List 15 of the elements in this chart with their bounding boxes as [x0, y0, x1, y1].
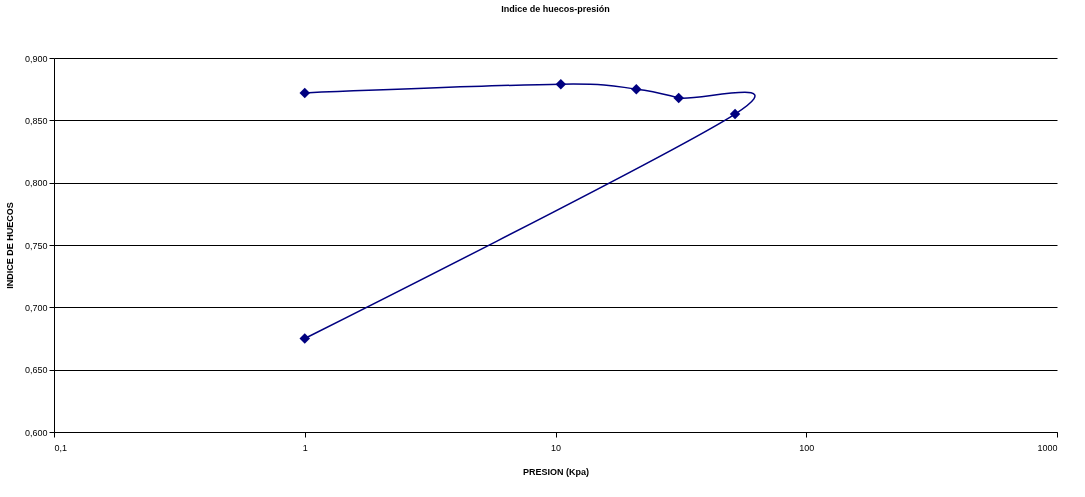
- chart-title: Indice de huecos-presión: [501, 4, 610, 14]
- x-tick-label: 1: [302, 442, 308, 453]
- y-axis-title: INDICE DE HUECOS: [4, 202, 15, 289]
- x-tick-label: 1000: [1037, 442, 1058, 453]
- y-tick-label: 0,850: [24, 115, 48, 126]
- x-tick-label: 10: [550, 442, 562, 453]
- y-tick-label: 0,600: [24, 427, 48, 438]
- y-tick-label: 0,650: [24, 365, 48, 376]
- x-axis-title: PRESION (Kpa): [522, 466, 590, 477]
- y-tick-label: 0,750: [24, 240, 48, 251]
- y-tick-label: 0,700: [24, 302, 48, 313]
- y-tick-label: 0,800: [24, 178, 48, 189]
- x-tick-label: 0,1: [54, 442, 68, 453]
- y-tick-label: 0,900: [24, 53, 48, 64]
- x-tick-label: 100: [799, 442, 815, 453]
